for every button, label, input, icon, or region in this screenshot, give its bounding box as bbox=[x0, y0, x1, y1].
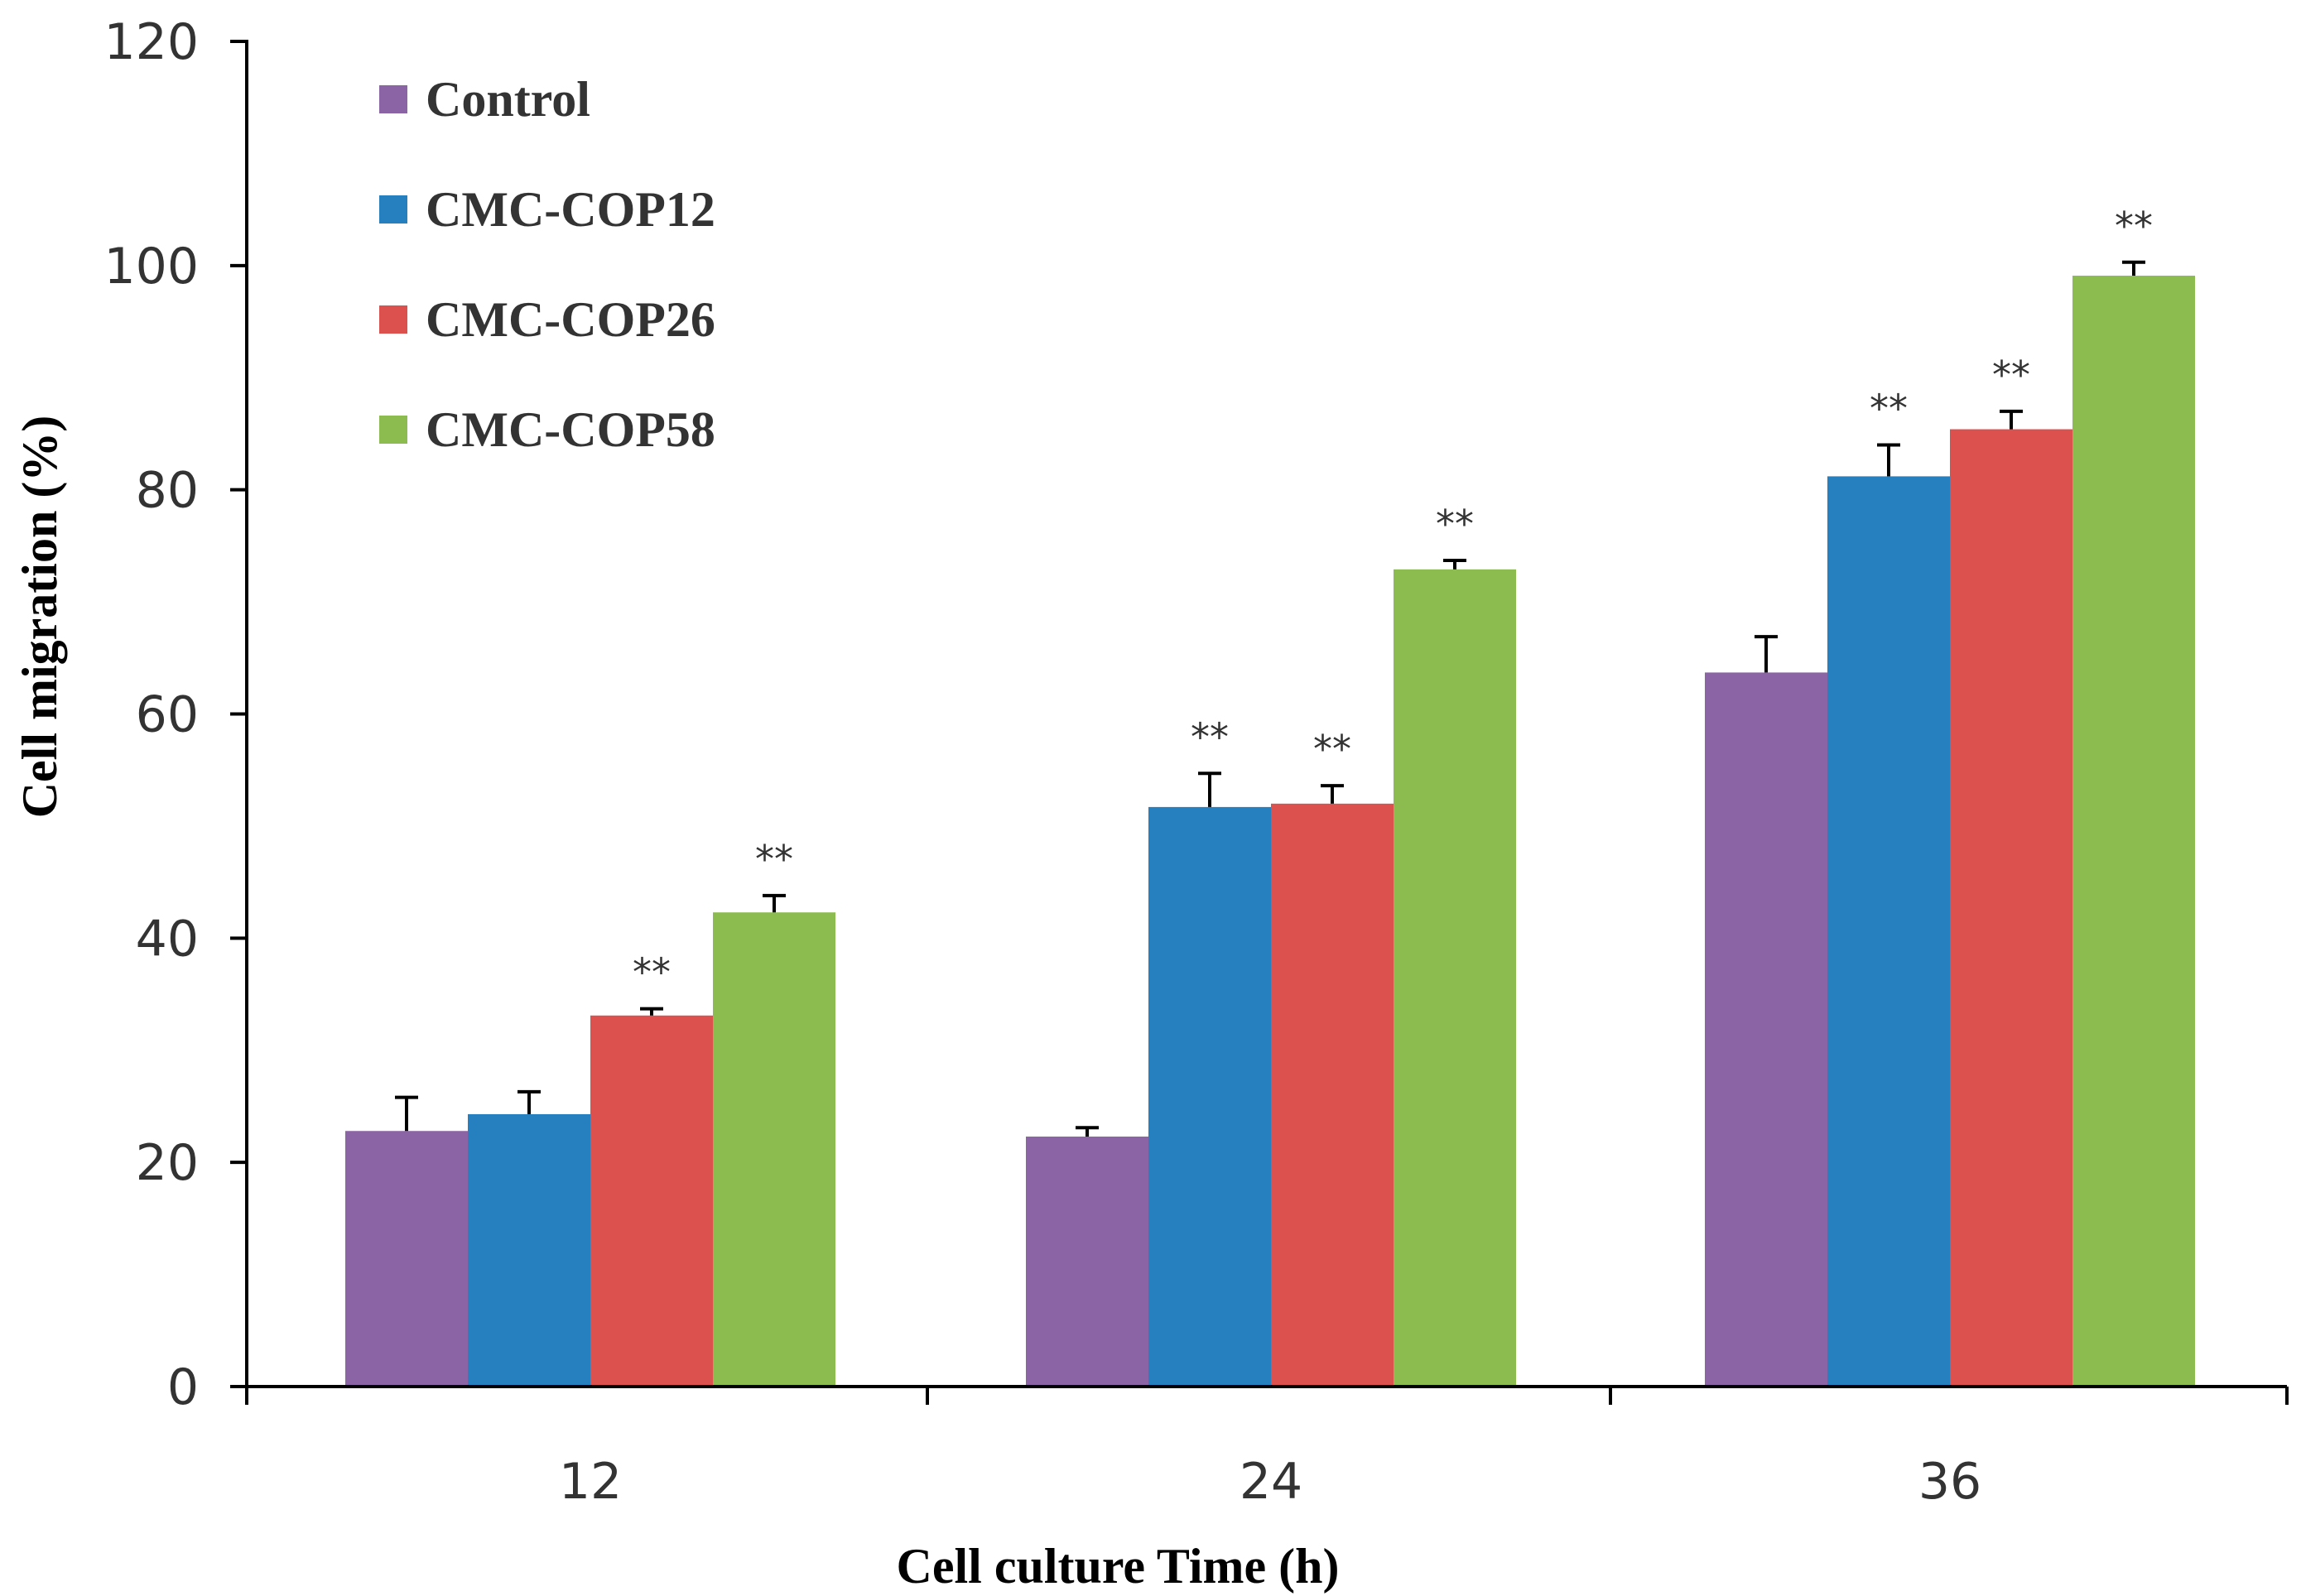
significance-mark-cmc-cop12-36: ** bbox=[1870, 387, 1908, 431]
bar-cmc-cop58-36 bbox=[2072, 276, 2195, 1387]
bar-cmc-cop26-36 bbox=[1950, 429, 2072, 1387]
legend-label-cmc-cop58: CMC-COP58 bbox=[426, 402, 715, 457]
x-tick-label-24: 24 bbox=[1240, 1453, 1302, 1511]
legend: Control CMC-COP12 CMC-COP26 CMC-COP58 bbox=[379, 72, 715, 457]
bar-cmc-cop26-24 bbox=[1271, 803, 1394, 1387]
bar-cmc-cop12-24 bbox=[1148, 806, 1271, 1387]
bar-control-36 bbox=[1705, 672, 1827, 1387]
significance-layer: ** ** ** ** ** ** ** ** bbox=[633, 204, 2153, 995]
significance-mark-cmc-cop58-36: ** bbox=[2115, 204, 2153, 248]
x-tick-label-12: 12 bbox=[559, 1453, 622, 1511]
bar-control-24 bbox=[1026, 1137, 1148, 1387]
error-bars-layer bbox=[395, 260, 2145, 1137]
y-tick-label-40: 40 bbox=[136, 910, 199, 968]
bar-cmc-cop12-36 bbox=[1827, 476, 1950, 1387]
y-tick-label-0: 0 bbox=[167, 1358, 199, 1416]
significance-mark-cmc-cop26-36: ** bbox=[1992, 353, 2030, 397]
significance-mark-cmc-cop58-24: ** bbox=[1436, 502, 1474, 546]
significance-mark-cmc-cop12-24: ** bbox=[1191, 714, 1229, 759]
y-tick-label-60: 60 bbox=[136, 686, 199, 744]
significance-mark-cmc-cop26-24: ** bbox=[1313, 727, 1351, 772]
legend-swatch-cmc-cop26 bbox=[379, 305, 407, 334]
bar-control-12 bbox=[345, 1131, 468, 1387]
significance-mark-cmc-cop26-12: ** bbox=[633, 950, 671, 995]
x-axis-title: Cell culture Time (h) bbox=[897, 1539, 1340, 1594]
legend-swatch-cmc-cop58 bbox=[379, 416, 407, 444]
bar-cmc-cop58-12 bbox=[713, 912, 835, 1387]
legend-label-control: Control bbox=[426, 72, 590, 127]
bar-cmc-cop12-12 bbox=[468, 1113, 590, 1387]
bars-layer bbox=[345, 276, 2195, 1387]
axes-layer bbox=[230, 40, 2289, 1405]
legend-label-cmc-cop26: CMC-COP26 bbox=[426, 292, 715, 347]
y-tick-label-100: 100 bbox=[103, 238, 199, 296]
significance-mark-cmc-cop58-12: ** bbox=[755, 837, 793, 882]
y-tick-label-120: 120 bbox=[103, 13, 199, 71]
legend-label-cmc-cop12: CMC-COP12 bbox=[426, 182, 715, 237]
bar-cmc-cop26-12 bbox=[590, 1015, 713, 1387]
y-tick-label-20: 20 bbox=[136, 1134, 199, 1192]
y-axis-title: Cell migration (%) bbox=[12, 416, 67, 819]
y-tick-label-80: 80 bbox=[136, 462, 199, 520]
legend-swatch-control bbox=[379, 85, 407, 113]
legend-swatch-cmc-cop12 bbox=[379, 195, 407, 224]
tick-labels-layer: 0 20 40 60 80 100 120 12 24 36 bbox=[103, 13, 1981, 1511]
bar-cmc-cop58-24 bbox=[1394, 569, 1516, 1387]
x-tick-label-36: 36 bbox=[1918, 1453, 1981, 1511]
